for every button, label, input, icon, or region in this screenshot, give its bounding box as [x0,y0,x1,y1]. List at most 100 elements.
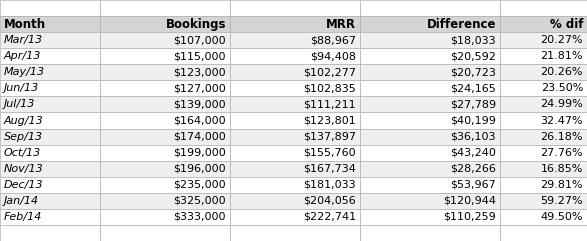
Text: MRR: MRR [326,18,356,31]
Text: Aug/13: Aug/13 [4,115,44,126]
Bar [360,209,500,225]
Text: $164,000: $164,000 [173,115,226,126]
Bar [500,193,587,209]
Bar [0,177,100,193]
Bar [0,161,100,177]
Bar [0,209,100,225]
Bar [230,128,360,145]
Bar [100,32,230,48]
Bar [100,193,230,209]
Text: $53,967: $53,967 [450,180,496,190]
Text: $167,734: $167,734 [303,164,356,174]
Text: 20.27%: 20.27% [541,35,583,45]
Bar [360,225,500,241]
Text: Difference: Difference [427,18,496,31]
Bar [0,225,100,241]
Text: 29.81%: 29.81% [541,180,583,190]
Bar [100,16,230,32]
Bar [0,96,100,113]
Text: $102,835: $102,835 [303,83,356,93]
Text: Jul/13: Jul/13 [4,100,35,109]
Text: 24.99%: 24.99% [540,100,583,109]
Text: $123,801: $123,801 [303,115,356,126]
Text: Nov/13: Nov/13 [4,164,44,174]
Text: Oct/13: Oct/13 [4,148,41,158]
Bar [230,48,360,64]
Text: May/13: May/13 [4,67,45,77]
Text: $115,000: $115,000 [174,51,226,61]
Text: $36,103: $36,103 [450,132,496,141]
Text: $199,000: $199,000 [173,148,226,158]
Bar [100,0,230,16]
Text: Jan/14: Jan/14 [4,196,39,206]
Text: $333,000: $333,000 [174,212,226,222]
Text: $235,000: $235,000 [173,180,226,190]
Bar [500,32,587,48]
Bar [230,193,360,209]
Text: $120,944: $120,944 [443,196,496,206]
Bar [360,145,500,161]
Text: $155,760: $155,760 [303,148,356,158]
Bar [0,128,100,145]
Bar [230,161,360,177]
Text: $110,259: $110,259 [443,212,496,222]
Text: $123,000: $123,000 [173,67,226,77]
Text: $325,000: $325,000 [173,196,226,206]
Bar [500,225,587,241]
Text: $111,211: $111,211 [303,100,356,109]
Bar [100,64,230,80]
Bar [230,209,360,225]
Bar [500,209,587,225]
Bar [100,225,230,241]
Bar [0,193,100,209]
Bar [0,80,100,96]
Bar [100,145,230,161]
Bar [0,32,100,48]
Bar [500,48,587,64]
Text: $24,165: $24,165 [450,83,496,93]
Bar [360,16,500,32]
Bar [360,0,500,16]
Bar [0,113,100,128]
Text: $20,723: $20,723 [450,67,496,77]
Text: 32.47%: 32.47% [541,115,583,126]
Bar [230,0,360,16]
Bar [100,161,230,177]
Bar [360,80,500,96]
Bar [100,177,230,193]
Text: $222,741: $222,741 [303,212,356,222]
Text: $27,789: $27,789 [450,100,496,109]
Text: 21.81%: 21.81% [541,51,583,61]
Bar [360,193,500,209]
Bar [100,48,230,64]
Bar [360,96,500,113]
Text: Bookings: Bookings [166,18,226,31]
Bar [500,0,587,16]
Bar [500,161,587,177]
Bar [500,113,587,128]
Bar [230,80,360,96]
Text: $94,408: $94,408 [310,51,356,61]
Bar [100,96,230,113]
Bar [0,48,100,64]
Bar [230,177,360,193]
Bar [230,96,360,113]
Bar [230,16,360,32]
Text: $40,199: $40,199 [450,115,496,126]
Text: $196,000: $196,000 [173,164,226,174]
Bar [360,64,500,80]
Bar [230,113,360,128]
Bar [500,128,587,145]
Bar [0,145,100,161]
Text: $43,240: $43,240 [450,148,496,158]
Bar [360,48,500,64]
Text: $20,592: $20,592 [450,51,496,61]
Bar [230,145,360,161]
Bar [500,16,587,32]
Bar [360,128,500,145]
Text: 27.76%: 27.76% [541,148,583,158]
Bar [500,145,587,161]
Bar [360,113,500,128]
Text: Month: Month [4,18,46,31]
Text: $18,033: $18,033 [450,35,496,45]
